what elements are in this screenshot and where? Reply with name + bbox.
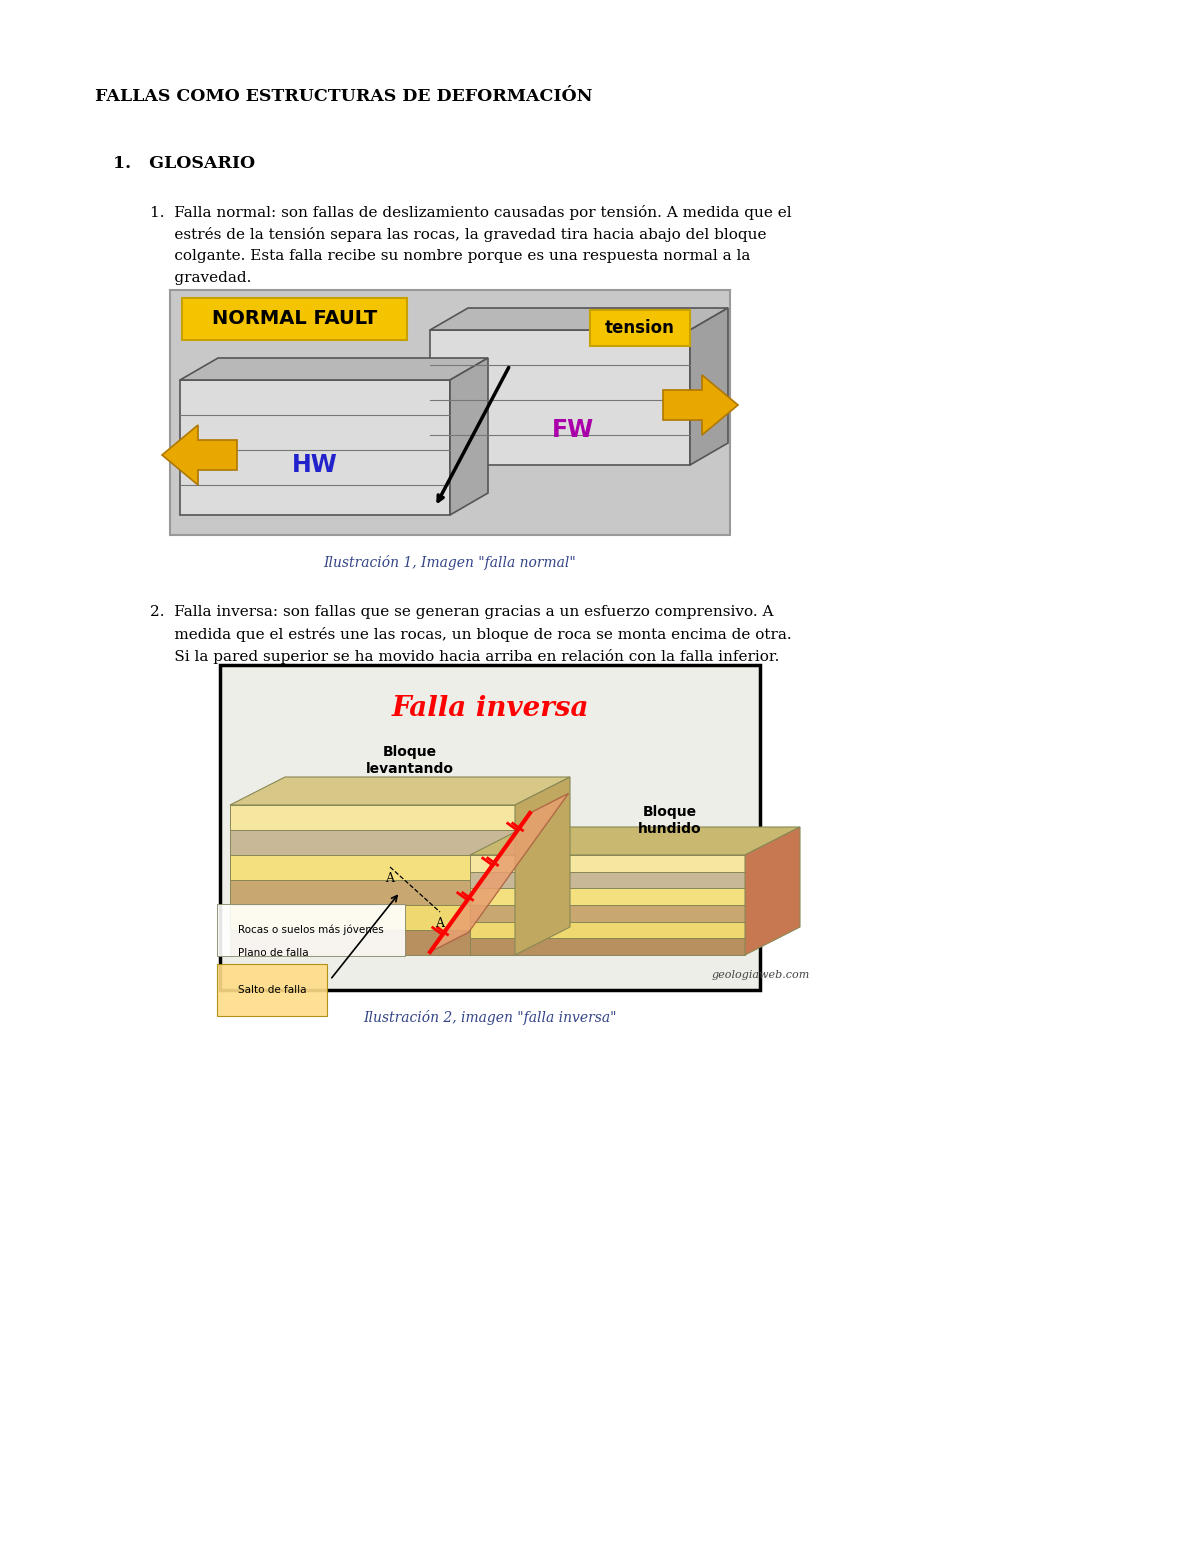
Text: Falla inversa: Falla inversa <box>391 696 589 722</box>
Text: estrés de la tensión separa las rocas, la gravedad tira hacia abajo del bloque: estrés de la tensión separa las rocas, l… <box>150 227 767 242</box>
Polygon shape <box>470 871 745 888</box>
Polygon shape <box>430 307 728 329</box>
Polygon shape <box>470 888 745 905</box>
Text: Salto de falla: Salto de falla <box>238 985 306 995</box>
Text: FALLAS COMO ESTRUCTURAS DE DEFORMACIÓN: FALLAS COMO ESTRUCTURAS DE DEFORMACIÓN <box>95 89 593 106</box>
Polygon shape <box>230 881 515 905</box>
Text: A: A <box>385 871 395 885</box>
Text: Rocas o suelos más jóvenes: Rocas o suelos más jóvenes <box>238 924 384 935</box>
Text: medida que el estrés une las rocas, un bloque de roca se monta encima de otra.: medida que el estrés une las rocas, un b… <box>150 627 792 641</box>
Polygon shape <box>162 426 238 485</box>
Text: gravedad.: gravedad. <box>150 272 251 286</box>
Polygon shape <box>430 329 690 464</box>
Text: 1.   GLOSARIO: 1. GLOSARIO <box>113 155 256 172</box>
Text: HW: HW <box>292 453 338 477</box>
Polygon shape <box>180 359 488 380</box>
Polygon shape <box>180 380 450 516</box>
Text: Ilustración 2, imagen "falla inversa": Ilustración 2, imagen "falla inversa" <box>364 1009 617 1025</box>
Polygon shape <box>690 307 728 464</box>
Text: Ilustración 1, Imagen "falla normal": Ilustración 1, Imagen "falla normal" <box>324 554 576 570</box>
Polygon shape <box>230 930 515 955</box>
Polygon shape <box>230 776 570 804</box>
Polygon shape <box>470 938 745 955</box>
Polygon shape <box>230 829 515 856</box>
Text: Si la pared superior se ha movido hacia arriba en relación con la falla inferior: Si la pared superior se ha movido hacia … <box>150 649 779 665</box>
Text: 2.  Falla inversa: son fallas que se generan gracias a un esfuerzo comprensivo. : 2. Falla inversa: son fallas que se gene… <box>150 606 774 620</box>
Polygon shape <box>515 776 570 955</box>
Polygon shape <box>662 374 738 435</box>
Text: colgante. Esta falla recibe su nombre porque es una respuesta normal a la: colgante. Esta falla recibe su nombre po… <box>150 248 750 262</box>
Text: FW: FW <box>552 418 594 443</box>
Polygon shape <box>470 856 745 871</box>
Text: tension: tension <box>605 318 674 337</box>
Bar <box>220 665 760 989</box>
Polygon shape <box>450 359 488 516</box>
Polygon shape <box>470 921 745 938</box>
Polygon shape <box>470 905 745 921</box>
Text: 1.  Falla normal: son fallas de deslizamiento causadas por tensión. A medida que: 1. Falla normal: son fallas de deslizami… <box>150 205 792 221</box>
Text: NORMAL FAULT: NORMAL FAULT <box>212 309 377 329</box>
Bar <box>590 311 690 346</box>
Bar <box>170 290 730 534</box>
Text: Bloque
hundido: Bloque hundido <box>638 804 702 837</box>
Bar <box>182 298 407 340</box>
Text: Bloque
levantando: Bloque levantando <box>366 745 454 776</box>
Polygon shape <box>745 828 800 955</box>
Text: geologiaweb.com: geologiaweb.com <box>712 971 810 980</box>
Polygon shape <box>230 905 515 930</box>
Text: A: A <box>436 916 444 930</box>
Polygon shape <box>230 856 515 881</box>
Polygon shape <box>470 828 800 856</box>
Text: Plano de falla: Plano de falla <box>238 947 308 958</box>
Polygon shape <box>230 804 515 829</box>
Polygon shape <box>430 794 569 952</box>
